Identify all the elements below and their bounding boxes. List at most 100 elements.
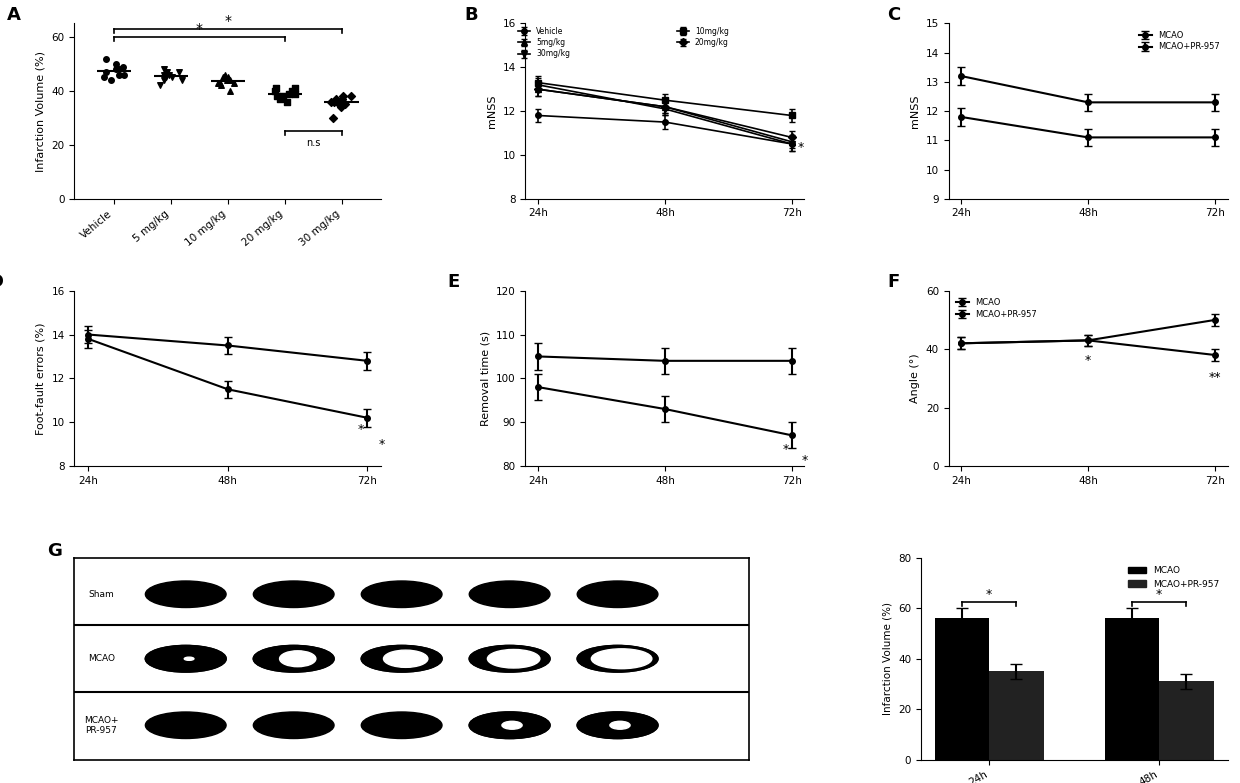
Ellipse shape bbox=[502, 721, 522, 729]
Text: B: B bbox=[464, 6, 477, 24]
Point bbox=[107, 63, 126, 76]
Point bbox=[279, 88, 299, 100]
Ellipse shape bbox=[469, 581, 551, 608]
Text: E: E bbox=[448, 273, 460, 291]
Point bbox=[109, 68, 129, 81]
Text: Sham: Sham bbox=[88, 590, 114, 599]
Ellipse shape bbox=[577, 712, 658, 738]
Ellipse shape bbox=[145, 581, 226, 608]
Text: MCAO: MCAO bbox=[88, 655, 115, 663]
Point bbox=[215, 68, 234, 81]
Ellipse shape bbox=[253, 581, 334, 608]
Point bbox=[341, 90, 361, 103]
Legend: MCAO, MCAO+PR-957: MCAO, MCAO+PR-957 bbox=[952, 295, 1040, 322]
Text: F: F bbox=[887, 273, 899, 291]
Point bbox=[327, 96, 347, 108]
Ellipse shape bbox=[591, 649, 652, 669]
Y-axis label: mNSS: mNSS bbox=[910, 95, 920, 128]
Text: *: * bbox=[986, 588, 992, 601]
Point bbox=[221, 85, 241, 97]
Point bbox=[331, 101, 351, 114]
Text: D: D bbox=[0, 273, 4, 291]
Point bbox=[322, 112, 342, 124]
Point bbox=[210, 77, 229, 89]
Text: *: * bbox=[378, 438, 384, 452]
Ellipse shape bbox=[577, 581, 658, 608]
Y-axis label: Infarction Volume (%): Infarction Volume (%) bbox=[36, 51, 46, 171]
Text: MCAO+
PR-957: MCAO+ PR-957 bbox=[84, 716, 119, 735]
Point bbox=[219, 74, 239, 86]
Point bbox=[224, 77, 244, 89]
Bar bbox=[990, 671, 1044, 760]
Point bbox=[172, 74, 192, 86]
Ellipse shape bbox=[253, 645, 334, 672]
Point bbox=[326, 92, 346, 105]
Point bbox=[278, 96, 298, 108]
Y-axis label: mNSS: mNSS bbox=[487, 95, 497, 128]
Point bbox=[285, 82, 305, 95]
Point bbox=[218, 71, 238, 84]
Text: **: ** bbox=[1209, 371, 1221, 384]
Text: *: * bbox=[1085, 354, 1091, 366]
Point bbox=[265, 82, 285, 95]
Text: *: * bbox=[224, 14, 232, 28]
Point bbox=[150, 79, 170, 92]
Point bbox=[217, 74, 237, 86]
Ellipse shape bbox=[253, 712, 334, 738]
Text: *: * bbox=[782, 443, 789, 456]
Point bbox=[109, 63, 129, 76]
Point bbox=[154, 68, 174, 81]
Point bbox=[325, 96, 345, 108]
Text: *: * bbox=[196, 22, 203, 36]
Point bbox=[335, 98, 355, 110]
Point bbox=[160, 68, 180, 81]
Ellipse shape bbox=[145, 712, 226, 738]
Y-axis label: Infarction Volume (%): Infarction Volume (%) bbox=[883, 602, 893, 715]
Ellipse shape bbox=[145, 645, 226, 672]
Point bbox=[265, 85, 285, 97]
Ellipse shape bbox=[361, 712, 441, 738]
Text: A: A bbox=[7, 6, 21, 24]
Legend: MCAO, MCAO+PR-957: MCAO, MCAO+PR-957 bbox=[1136, 27, 1224, 55]
Ellipse shape bbox=[185, 657, 193, 660]
Point bbox=[270, 92, 290, 105]
Point bbox=[211, 79, 231, 92]
Point bbox=[97, 66, 117, 78]
Point bbox=[281, 85, 301, 97]
Ellipse shape bbox=[469, 712, 551, 738]
Point bbox=[268, 90, 288, 103]
Ellipse shape bbox=[610, 721, 630, 729]
Bar bbox=[1105, 619, 1159, 760]
Point bbox=[169, 66, 188, 78]
Point bbox=[97, 52, 117, 65]
Point bbox=[154, 74, 174, 86]
Text: *: * bbox=[1156, 588, 1162, 601]
Point bbox=[114, 68, 134, 81]
Legend: 10mg/kg, 20mg/kg: 10mg/kg, 20mg/kg bbox=[675, 23, 732, 50]
Point bbox=[155, 63, 175, 76]
Bar bbox=[1159, 681, 1214, 760]
Ellipse shape bbox=[383, 650, 428, 667]
Point bbox=[285, 88, 305, 100]
Text: G: G bbox=[47, 542, 62, 560]
Ellipse shape bbox=[487, 649, 539, 668]
Point bbox=[102, 74, 122, 86]
Ellipse shape bbox=[361, 581, 441, 608]
Point bbox=[156, 66, 176, 78]
Text: n.s: n.s bbox=[306, 138, 320, 148]
Y-axis label: Angle (°): Angle (°) bbox=[910, 354, 920, 403]
Point bbox=[113, 60, 133, 73]
Ellipse shape bbox=[361, 645, 441, 672]
Point bbox=[156, 71, 176, 84]
Text: C: C bbox=[887, 6, 900, 24]
Text: *: * bbox=[357, 423, 363, 436]
Point bbox=[332, 90, 352, 103]
Point bbox=[273, 90, 293, 103]
Point bbox=[161, 71, 181, 84]
Ellipse shape bbox=[279, 651, 316, 666]
Point bbox=[332, 92, 352, 105]
Ellipse shape bbox=[577, 645, 658, 672]
Y-axis label: Removal time (s): Removal time (s) bbox=[480, 330, 491, 426]
Point bbox=[321, 96, 341, 108]
Bar bbox=[935, 619, 990, 760]
